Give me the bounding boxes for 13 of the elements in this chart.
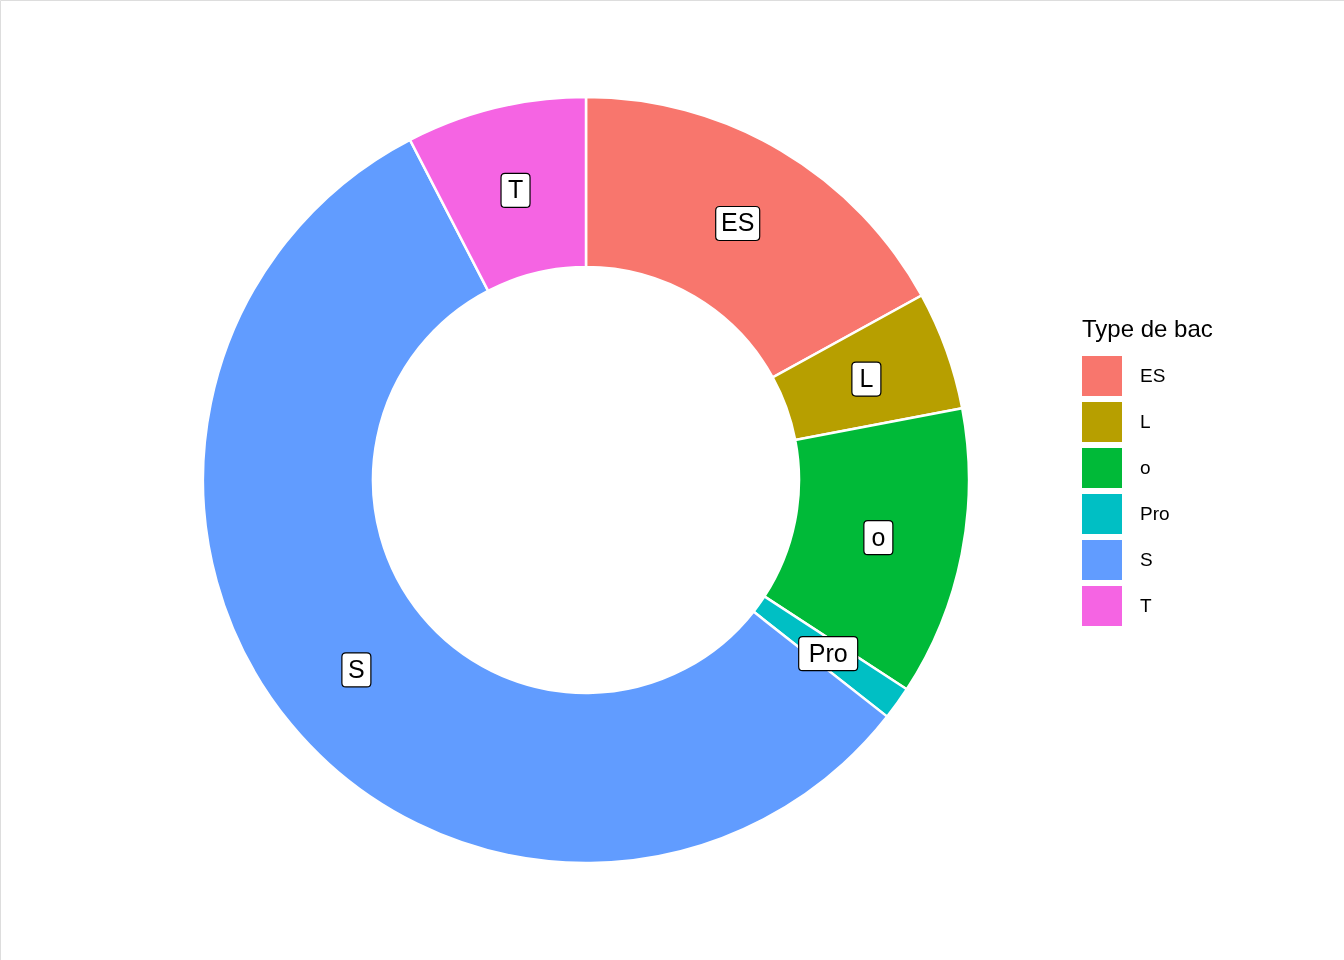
slice-label: Pro (808, 638, 848, 667)
legend-label: o (1140, 457, 1151, 478)
legend-title: Type de bac (1082, 315, 1213, 342)
slice-label: ES (721, 208, 755, 237)
legend-label: T (1140, 595, 1152, 616)
slice-label: o (871, 522, 886, 551)
legend-label: Pro (1140, 503, 1170, 524)
legend-label: S (1140, 549, 1153, 570)
legend-label: L (1140, 411, 1151, 432)
slice-label: S (348, 654, 365, 683)
slice-label: T (507, 175, 524, 204)
legend-label: ES (1140, 365, 1166, 386)
slice-label: L (859, 364, 874, 393)
